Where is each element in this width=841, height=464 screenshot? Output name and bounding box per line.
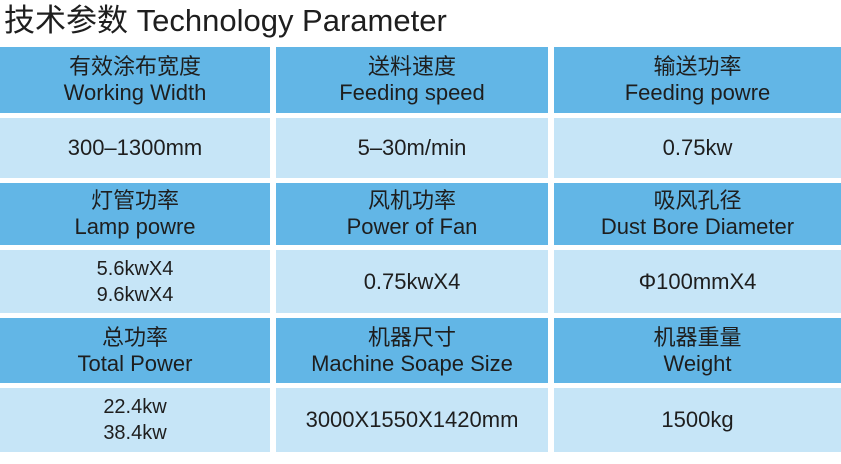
header-cell: 有效涂布宽度 Working Width [0, 47, 270, 113]
value-text: 1500kg [661, 407, 734, 432]
value-text: 5–30m/min [357, 135, 467, 160]
header-zh: 机器尺寸 [367, 324, 456, 350]
header-zh: 总功率 [101, 324, 168, 350]
title: 技术参数 Technology Parameter [4, 3, 447, 38]
header-en: Working Width [63, 80, 207, 105]
value-text: 38.4kw [103, 422, 167, 444]
header-cell: 风机功率 Power of Fan [276, 183, 548, 245]
header-cell: 灯管功率 Lamp powre [0, 183, 270, 245]
value-cell: 5.6kwX4 9.6kwX4 [0, 250, 270, 313]
value-text: Φ100mmX4 [638, 268, 757, 294]
value-text: 5.6kwX4 [96, 257, 174, 280]
header-cell: 机器尺寸 Machine Soape Size [276, 318, 548, 383]
header-en: Feeding powre [624, 80, 771, 105]
header-en: Power of Fan [346, 214, 478, 239]
header-cell: 机器重量 Weight [554, 318, 841, 383]
value-cell: Φ100mmX4 [554, 250, 841, 313]
header-cell: 总功率 Total Power [0, 318, 270, 383]
header-zh: 机器重量 [653, 324, 742, 350]
header-zh: 吸风孔径 [653, 188, 742, 213]
header-zh: 有效涂布宽度 [68, 54, 201, 79]
value-text: 3000X1550X1420mm [305, 407, 519, 432]
header-en: Total Power [77, 350, 193, 376]
header-zh: 灯管功率 [90, 188, 179, 213]
header-en: Machine Soape Size [311, 350, 513, 376]
parameter-table: 有效涂布宽度 Working Width 送料速度 Feeding speed 输送功率… [0, 47, 841, 452]
value-cell: 5–30m/min [276, 118, 548, 178]
value-cell: 1500kg [554, 388, 841, 452]
header-zh: 送料速度 [367, 54, 456, 79]
value-cell: 22.4kw 38.4kw [0, 388, 270, 452]
header-en: Weight [663, 350, 732, 376]
header-zh: 输送功率 [653, 54, 742, 79]
value-text: 22.4kw [103, 396, 167, 418]
value-cell: 3000X1550X1420mm [276, 388, 548, 452]
value-text: 9.6kwX4 [96, 283, 174, 306]
value-cell: 300–1300mm [0, 118, 270, 178]
header-cell: 送料速度 Feeding speed [276, 47, 548, 113]
header-zh: 风机功率 [367, 188, 456, 213]
header-en: Lamp powre [74, 214, 196, 239]
value-cell: 0.75kwX4 [276, 250, 548, 313]
header-en: Dust Bore Diameter [600, 214, 795, 239]
value-text: 0.75kwX4 [363, 268, 461, 294]
value-text: 300–1300mm [67, 135, 203, 160]
header-cell: 吸风孔径 Dust Bore Diameter [554, 183, 841, 245]
value-cell: 0.75kw [554, 118, 841, 178]
header-en: Feeding speed [339, 80, 485, 105]
value-text: 0.75kw [662, 135, 733, 160]
header-cell: 输送功率 Feeding powre [554, 47, 841, 113]
